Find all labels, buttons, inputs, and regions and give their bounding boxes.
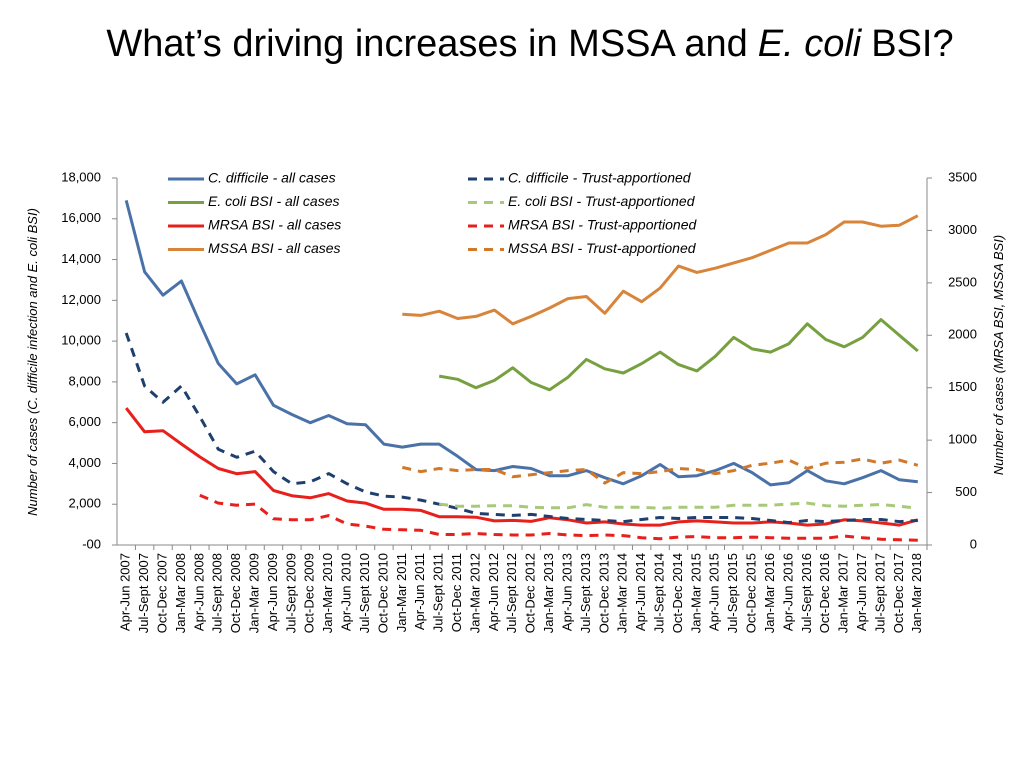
x-tick-label: Jul-Sept 2007 [136,553,151,633]
x-tick-label: Oct-Dec 2014 [670,553,685,633]
series-line [439,501,918,510]
x-tick-label: Oct-Dec 2015 [744,553,759,633]
x-tick-label: Jul-Sept 2012 [504,553,519,633]
x-tick-label: Jan-Mar 2016 [762,553,777,633]
y2-tick-label: 3000 [948,222,977,237]
x-tick-label: Jan-Mar 2010 [320,553,335,633]
x-tick-label: Apr-Jun 2013 [559,553,574,631]
x-tick-label: Jan-Mar 2013 [541,553,556,633]
x-tick-label: Jan-Mar 2017 [836,553,851,633]
y2-axis-title: Number of cases (MRSA BSI, MSSA BSI) [991,235,1006,475]
x-tick-label: Apr-Jun 2011 [412,553,427,630]
x-tick-label: Apr-Jun 2008 [191,553,206,631]
x-tick-label: Apr-Jun 2010 [339,553,354,631]
x-tick-label: Jan-Mar 2011 [394,553,409,632]
chart-title: What’s driving increases in MSSA and E. c… [106,23,953,65]
y-tick-label: 14,000 [61,251,101,266]
x-tick-label: Apr-Jun 2007 [118,553,133,631]
legend-label: MRSA BSI - all cases [208,217,341,233]
x-tick-label: Jan-Mar 2018 [909,553,924,633]
legend-label: C. difficile - all cases [208,170,336,186]
y2-tick-label: 0 [970,536,977,551]
y2-tick-label: 2000 [948,327,977,342]
x-tick-label: Apr-Jun 2016 [780,553,795,631]
y-tick-label: -00 [82,536,101,551]
y2-tick-label: 500 [955,484,977,499]
legend-label: E. coli BSI - all cases [208,193,340,209]
y2-tick-label: 3500 [948,169,977,184]
x-tick-label: Oct-Dec 2011 [449,553,464,632]
y-tick-label: 18,000 [61,169,101,184]
series-line [124,200,918,487]
x-tick-label: Jan-Mar 2015 [688,553,703,633]
series-line [124,332,918,525]
x-tick-label: Apr-Jun 2015 [707,553,722,631]
x-tick-label: Jul-Sept 2014 [652,553,667,633]
x-tick-label: Oct-Dec 2016 [817,553,832,633]
x-tick-label: Jan-Mar 2012 [467,553,482,633]
x-tick-label: Apr-Jun 2017 [854,553,869,631]
series-line [401,457,919,485]
y-tick-label: 2,000 [68,496,101,511]
legend-label: MRSA BSI - Trust-apportioned [508,217,698,233]
x-tick-label: Jan-Mar 2009 [247,553,262,633]
title-part: BSI? [871,23,953,65]
x-tick-label: Jul-Sept 2009 [283,553,298,633]
y2-tick-label: 2500 [948,274,977,289]
x-tick-label: Oct-Dec 2008 [228,553,243,633]
y-tick-label: 12,000 [61,292,101,307]
x-tick-label: Jul-Sept 2008 [210,553,225,633]
x-tick-label: Jul-Sept 2015 [725,553,740,633]
series-line [199,493,918,542]
y-tick-label: 10,000 [61,333,101,348]
x-tick-label: Jan-Mar 2008 [173,553,188,633]
legend-label: E. coli BSI - Trust-apportioned [508,193,696,209]
y-tick-label: 16,000 [61,210,101,225]
y-axis-title: Number of cases (C. difficile infection … [25,208,40,516]
y2-tick-label: 1000 [948,432,977,447]
y-tick-label: 4,000 [68,455,101,470]
title-part: What’s driving increases in MSSA and [106,23,747,65]
x-tick-label: Oct-Dec 2007 [154,553,169,633]
x-tick-label: Jul-Sept 2010 [357,553,372,633]
x-tick-label: Oct-Dec 2017 [891,553,906,633]
x-tick-label: Apr-Jun 2012 [486,553,501,631]
x-tick-label: Jan-Mar 2014 [615,553,630,633]
title-part: E. coli [758,23,863,65]
x-tick-label: Oct-Dec 2013 [596,553,611,633]
x-tick-label: Apr-Jun 2014 [633,553,648,631]
y2-tick-label: 1500 [948,379,977,394]
series-line [438,318,919,392]
series-line [402,214,919,326]
x-tick-label: Jul-Sept 2013 [578,553,593,633]
x-tick-label: Jul-Sept 2016 [799,553,814,633]
legend-label: MSSA BSI - Trust-apportioned [508,240,697,256]
y-tick-label: 6,000 [68,414,101,429]
x-tick-label: Apr-Jun 2009 [265,553,280,631]
legend-label: MSSA BSI - all cases [208,240,341,256]
x-tick-label: Oct-Dec 2012 [523,553,538,633]
x-tick-label: Oct-Dec 2009 [302,553,317,633]
x-tick-label: Jul-Sept 2017 [872,553,887,633]
x-tick-label: Jul-Sept 2011 [431,553,446,632]
x-tick-label: Oct-Dec 2010 [375,553,390,633]
legend-label: C. difficile - Trust-apportioned [508,170,692,186]
y-tick-label: 8,000 [68,373,101,388]
